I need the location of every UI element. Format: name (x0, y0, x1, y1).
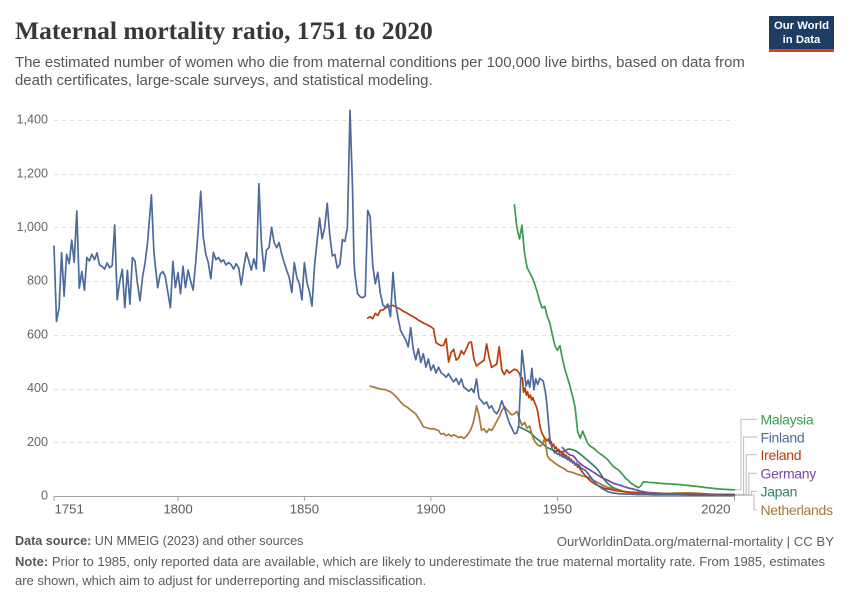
svg-text:2020: 2020 (701, 502, 730, 517)
svg-text:400: 400 (27, 381, 48, 395)
svg-text:1800: 1800 (163, 502, 192, 517)
svg-text:600: 600 (27, 328, 48, 342)
svg-text:1751: 1751 (55, 502, 84, 517)
svg-text:Finland: Finland (761, 429, 805, 445)
svg-text:Malaysia: Malaysia (761, 412, 814, 428)
svg-text:Japan: Japan (761, 484, 798, 500)
svg-text:1,200: 1,200 (16, 166, 48, 180)
svg-text:200: 200 (27, 435, 48, 449)
svg-text:1900: 1900 (416, 502, 445, 517)
svg-text:1,000: 1,000 (16, 220, 48, 234)
svg-text:Germany: Germany (761, 466, 817, 482)
svg-text:1,400: 1,400 (16, 113, 48, 127)
svg-text:0: 0 (41, 489, 48, 503)
svg-text:Netherlands: Netherlands (761, 502, 833, 518)
svg-text:Ireland: Ireland (761, 447, 802, 463)
svg-text:1850: 1850 (290, 502, 319, 517)
svg-text:1950: 1950 (543, 502, 572, 517)
svg-text:800: 800 (27, 274, 48, 288)
